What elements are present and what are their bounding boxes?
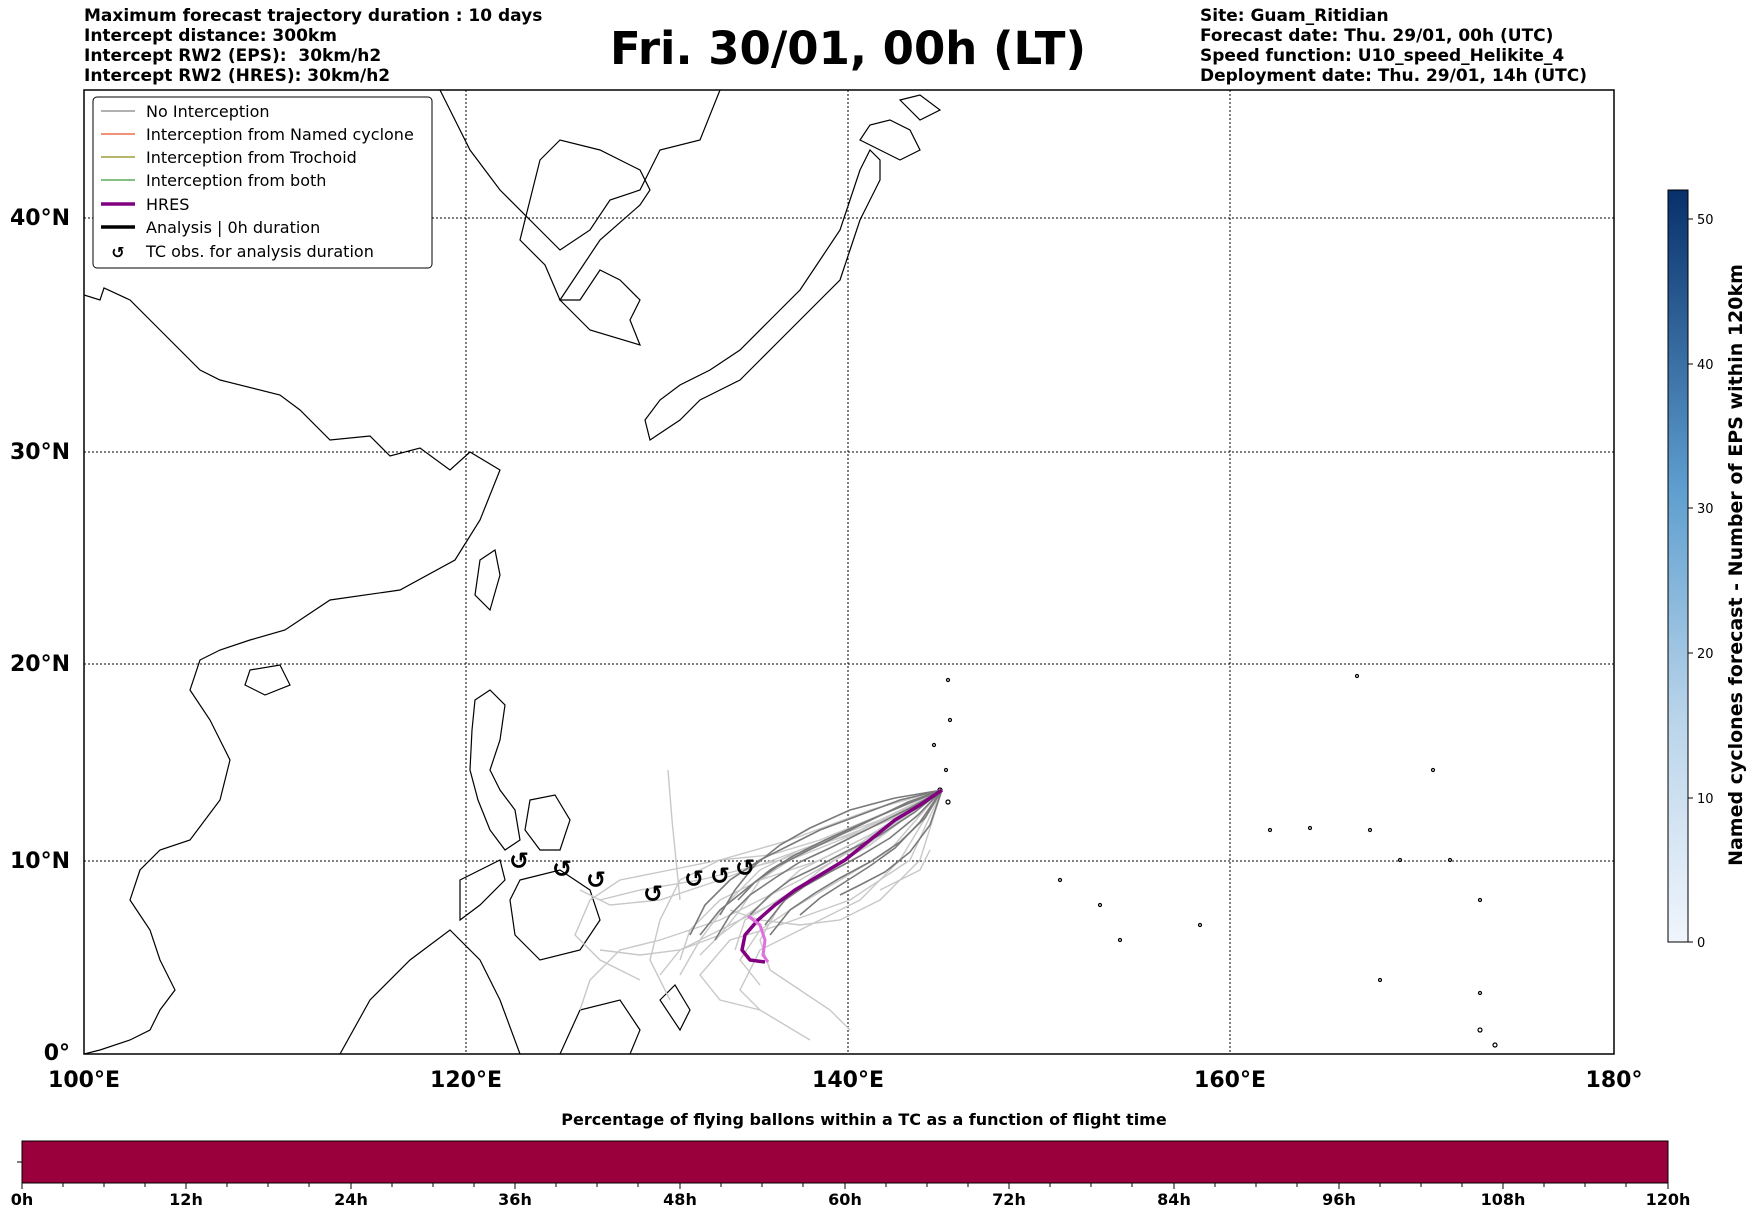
deployment-date-text: Deployment date: Thu. 29/01, 14h (UTC): [1200, 66, 1587, 86]
coastlines: [84, 90, 1498, 1054]
cyclone-icon: ↺: [735, 854, 755, 882]
colorbar: 0 10 20 30 40 50 Named cyclones forecast…: [1667, 189, 1747, 951]
longitude-labels: 100°E 120°E 140°E 160°E 180°: [48, 1068, 1642, 1093]
percentage-tick-36h: 36h: [498, 1190, 532, 1209]
percentage-tick-0h: 0h: [11, 1190, 34, 1209]
lon-label-140e: 140°E: [812, 1068, 884, 1093]
legend-label-trochoid: Interception from Trochoid: [146, 148, 357, 167]
lat-label-30n: 30°N: [10, 440, 70, 465]
legend-box: [92, 96, 433, 269]
lat-label-0: 0°: [44, 1041, 70, 1066]
percentage-tick-48h: 48h: [663, 1190, 697, 1209]
legend-label-tc-obs: TC obs. for analysis duration: [145, 242, 374, 261]
percentage-bar: Percentage of flying ballons within a TC…: [11, 1110, 1691, 1209]
percentage-tick-72h: 72h: [992, 1190, 1026, 1209]
cyclone-icon: ↺: [586, 866, 606, 894]
intercept-hres-text: Intercept RW2 (HRES): 30km/h2: [84, 66, 391, 86]
hres-trajectory: [740, 788, 943, 964]
legend-label-hres: HRES: [146, 195, 189, 214]
colorbar-tick-30: 30: [1697, 502, 1714, 517]
cyclone-icon: ↺: [509, 847, 529, 875]
site-text: Site: Guam_Ritidian: [1200, 6, 1389, 26]
forecast-date-text: Forecast date: Thu. 29/01, 00h (UTC): [1200, 26, 1554, 46]
colorbar-tick-10: 10: [1697, 792, 1714, 807]
colorbar-gradient: [1667, 189, 1689, 943]
lon-label-160e: 160°E: [1194, 1068, 1266, 1093]
cyclone-icon: ↺: [684, 865, 704, 893]
no-interception-trajectories: [689, 789, 943, 941]
percentage-tick-60h: 60h: [828, 1190, 862, 1209]
intercept-eps-text: Intercept RW2 (EPS): 30km/h2: [84, 46, 382, 66]
legend-label-both: Interception from both: [146, 171, 326, 190]
percentage-tick-24h: 24h: [334, 1190, 368, 1209]
run-parameters: Maximum forecast trajectory duration : 1…: [84, 6, 542, 86]
percentage-bar-title: Percentage of flying ballons within a TC…: [561, 1110, 1167, 1129]
lat-label-40n: 40°N: [10, 206, 70, 231]
speed-function-text: Speed function: U10_speed_Helikite_4: [1200, 46, 1565, 66]
colorbar-tick-20: 20: [1697, 647, 1714, 662]
map-title: Fri. 30/01, 00h (LT): [609, 22, 1087, 75]
colorbar-tick-40: 40: [1697, 358, 1714, 373]
cyclone-icon: ↺: [710, 862, 730, 890]
cyclone-icon: ↺: [111, 243, 124, 262]
lat-label-20n: 20°N: [10, 652, 70, 677]
percentage-tick-84h: 84h: [1157, 1190, 1191, 1209]
percentage-bar-ticks: [21, 1183, 1669, 1189]
lon-label-100e: 100°E: [48, 1068, 120, 1093]
cyclone-icon: ↺: [552, 855, 572, 883]
intercept-distance-text: Intercept distance: 300km: [84, 26, 337, 46]
colorbar-tick-0: 0: [1697, 936, 1705, 951]
latitude-labels: 40°N 30°N 20°N 10°N 0°: [10, 206, 70, 1066]
percentage-tick-108h: 108h: [1481, 1190, 1526, 1209]
percentage-tick-96h: 96h: [1322, 1190, 1356, 1209]
legend: No Interception Interception from Named …: [92, 96, 433, 269]
legend-label-analysis: Analysis | 0h duration: [146, 218, 320, 237]
lon-label-180: 180°: [1586, 1068, 1643, 1093]
site-info: Site: Guam_Ritidian Forecast date: Thu. …: [1200, 6, 1587, 86]
cyclone-icon: ↺: [643, 880, 663, 908]
percentage-tick-12h: 12h: [169, 1190, 203, 1209]
tc-observations: ↺ ↺ ↺ ↺ ↺ ↺ ↺: [509, 847, 755, 908]
percentage-bar-fill: [21, 1140, 1669, 1184]
hres-trajectory-tail: [747, 914, 770, 963]
legend-label-named-cyclone: Interception from Named cyclone: [146, 125, 414, 144]
colorbar-tick-50: 50: [1697, 213, 1714, 228]
legend-label-no-interception: No Interception: [146, 102, 270, 121]
max-duration-text: Maximum forecast trajectory duration : 1…: [84, 6, 543, 26]
percentage-tick-120h: 120h: [1646, 1190, 1691, 1209]
colorbar-title: Named cyclones forecast - Number of EPS …: [1725, 264, 1747, 866]
colorbar-ticks: [1688, 218, 1693, 943]
lon-label-120e: 120°E: [430, 1068, 502, 1093]
lat-label-10n: 10°N: [10, 849, 70, 874]
